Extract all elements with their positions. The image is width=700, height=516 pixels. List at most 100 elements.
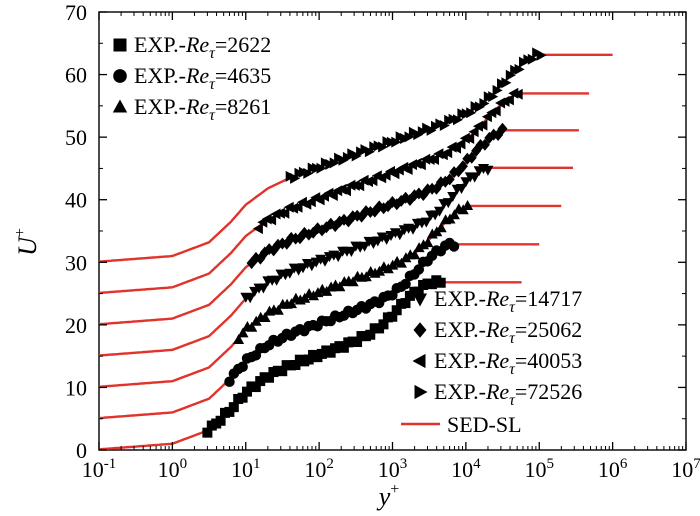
data-point [447,192,459,202]
data-point [233,334,245,344]
legend-entry-7: EXP.-Reτ=72526 [414,379,582,409]
data-point [363,176,373,188]
data-point [352,337,363,348]
data-point [319,256,331,267]
data-point [407,224,419,235]
data-point [266,214,277,226]
data-point [433,148,444,160]
x-tick-label: 100 [158,456,188,482]
data-point [316,162,327,174]
legend-label: EXP.-Reτ=14717 [434,286,582,316]
experiment-series-1 [202,275,446,438]
legend-label: EXP.-Reτ=2622 [134,32,271,62]
data-point [446,141,457,153]
experiment-series-5 [246,122,508,270]
data-point [448,209,460,220]
y-tick-label: 40 [65,188,87,213]
data-point [490,105,501,117]
experiment-series-2 [224,237,460,387]
data-point [272,304,284,315]
data-point [400,278,411,290]
data-point [387,311,398,322]
data-point [457,160,468,173]
data-point [413,242,425,253]
data-point [341,185,351,197]
data-point [279,207,290,219]
data-point [448,241,460,252]
data-point [288,202,299,214]
data-point [391,305,402,316]
data-point [270,208,281,220]
data-point [250,382,261,393]
x-tick-label: 106 [598,456,628,482]
data-point [338,342,349,353]
data-point [228,402,239,413]
data-point [460,177,472,188]
data-point [456,184,467,194]
data-point [492,84,503,96]
data-point [259,312,271,322]
legend-label: EXP.-Reτ=72526 [434,379,582,409]
x-tick-label: 102 [304,456,334,482]
legend-entry-5: EXP.-Reτ=25062 [413,317,582,347]
data-point [391,136,402,148]
x-tick-label: 107 [671,456,700,482]
data-point [488,91,499,103]
data-point [444,173,455,186]
data-point [413,264,425,275]
experiment-series-6 [252,87,523,235]
data-point [409,249,421,260]
y-tick-label: 0 [76,438,87,463]
y-tick-label: 70 [65,0,87,25]
data-point [442,147,453,159]
data-point [367,175,378,187]
data-point [469,172,481,183]
data-point [242,386,253,397]
data-point [402,164,413,175]
data-point [536,49,547,61]
legend-label: EXP.-Reτ=8261 [134,94,271,124]
data-point [292,201,303,213]
data-point [464,133,475,144]
x-tick-label: 101 [231,456,261,482]
experiment-series-4 [240,164,494,304]
legend-marker [412,293,428,307]
data-point [378,319,389,330]
data-point [453,114,463,126]
data-point [422,237,434,248]
experiment-series-3 [233,200,474,344]
data-point [468,126,479,138]
data-point [334,281,346,292]
data-point [252,223,263,235]
legend-label: EXP.-Reτ=40053 [434,348,582,378]
experiment-series-7 [285,47,547,184]
data-point [435,277,446,288]
x-tick-label: 104 [451,456,481,482]
x-axis-title: y+ [376,481,400,511]
legend-entry-model: SED-SL [401,412,522,437]
data-point [347,276,359,287]
data-point [327,190,338,201]
data-point [365,329,376,340]
data-point [277,366,288,377]
data-point [286,298,297,309]
data-point [435,222,447,233]
data-point [479,138,490,151]
data-point [345,247,357,257]
legend-marker [413,322,427,338]
data-point [303,167,314,179]
data-point [442,198,454,209]
y-axis-title: U+ [12,228,42,256]
legend-marker [112,99,128,113]
data-point [503,94,514,106]
data-point [420,217,432,228]
y-tick-label: 10 [65,375,87,400]
legend-entry-4: EXP.-Reτ=14717 [412,286,582,316]
data-point [514,63,525,75]
data-point [271,275,283,286]
data-point [264,372,275,383]
data-point [261,213,272,225]
y-tick-label: 30 [65,250,87,275]
data-point [497,122,508,135]
data-point [479,98,490,109]
